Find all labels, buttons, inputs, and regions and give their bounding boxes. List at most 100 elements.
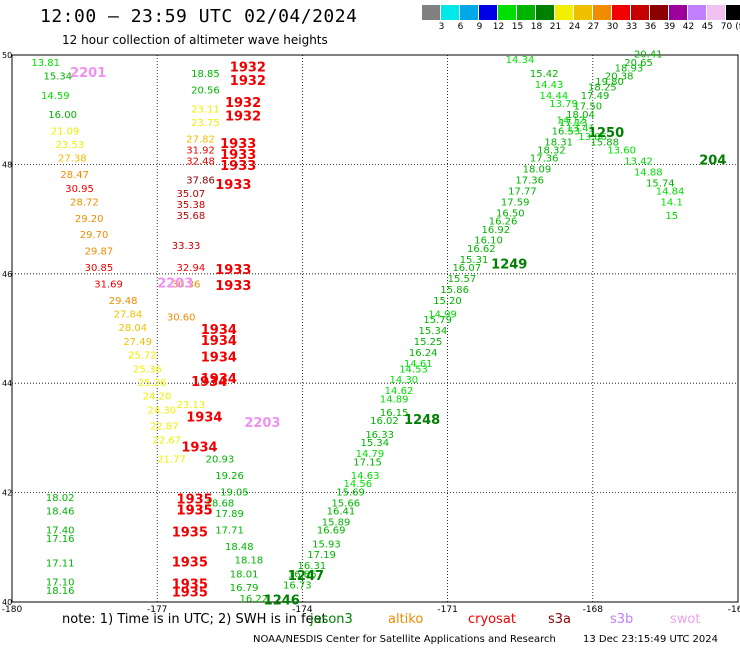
wave-height-value: 32.94 [177,263,206,274]
wave-height-value: 19.05 [220,487,249,498]
wave-height-value: 14.63 [351,471,380,482]
wave-height-value: 18.25 [588,83,617,94]
pass-time-label: 1932 [225,96,261,111]
colorbar-cell [726,5,740,20]
pass-time-label: 1933 [220,148,256,163]
x-tick-label: -168 [583,605,604,612]
wave-height-value: 18.68 [206,498,235,509]
wave-height-value: 16.31 [298,561,327,572]
colorbar-cell [688,5,707,20]
x-tick-label: -177 [147,605,167,612]
pass-time-label: 1933 [215,279,251,294]
legend-s3a: s3a [548,612,572,627]
wave-height-value: 16.92 [481,225,510,236]
colorbar-cell [631,5,650,20]
pass-time-label: 1932 [230,74,266,89]
wave-height-value: 31.92 [186,145,215,156]
x-tick-label: -180 [2,605,23,612]
wave-height-value: 19.26 [215,471,244,482]
pass-time-label: 2203 [244,416,280,431]
wave-height-value: 14.88 [634,167,663,178]
legend-jason3: jason3 [310,612,353,627]
wave-height-value: 15 [665,211,678,222]
wave-height-value: 17.50 [573,102,602,113]
wave-height-plot: -180 -177 -174 -171 -168 -165 40 42 44 46 48 50 13.8… [2,50,740,612]
page-title: 12:00 — 23:59 UTC 02/04/2024 [40,6,358,27]
wave-height-value: 13.79 [549,99,578,110]
wave-height-value: 16.15 [380,408,409,419]
colorbar-cell [669,5,688,20]
colorbar-cell [707,5,726,20]
wave-height-value: 23.11 [191,104,220,115]
pass-time-label: 1934 [201,323,237,338]
y-tick-label: 42 [2,489,12,498]
wave-height-value: 17.11 [46,558,75,569]
wave-height-value: 14.62 [385,386,414,397]
wave-height-value: 17.77 [508,186,537,197]
wave-height-value: 25.36 [133,364,162,375]
wave-height-value: 17.13 [559,118,588,129]
colorbar-label: 24 [568,22,581,32]
colorbar-cell [517,5,536,20]
wave-height-value: 23.53 [56,140,85,151]
colorbar-label: 12 [492,22,505,32]
wave-height-value: 35.38 [177,200,206,211]
wave-height-value: 32.48 [186,156,215,167]
wave-height-value: 14.56 [344,479,373,490]
wave-height-value: 13.86 [578,132,607,143]
wave-height-value: 13.81 [31,58,60,69]
wave-height-value: 16.24 [409,348,438,359]
wave-height-value: 14.30 [390,375,419,386]
pass-time-label: 1933 [215,178,251,193]
wave-height-value: 16.62 [467,244,496,255]
note-text: note: 1) Time is in UTC; 2) SWH is in fe… [62,612,327,627]
wave-height-value: 21.09 [51,126,80,137]
colorbar-label: 70 [720,22,733,32]
wave-height-value: 28.04 [118,323,147,334]
wave-height-value: 15.31 [460,255,489,266]
wave-height-value: 23.13 [177,400,206,411]
colorbar-label: 6 [457,22,464,32]
pass-time-label: 1935 [177,503,213,518]
wave-height-value: 24.20 [143,392,172,403]
pass-time-label: 1932 [225,110,261,125]
pass-time-label: 1934 [201,350,237,365]
wave-height-value: 28.72 [70,197,99,208]
colorbar-label: 18 [530,22,543,32]
wave-height-value: 15.69 [336,487,365,498]
wave-height-value: 13.60 [607,145,636,156]
wave-height-value: 27.82 [186,135,215,146]
wave-height-value: 16.86 [288,569,317,580]
wave-height-value: 16.26 [489,217,518,228]
wave-height-value: 15.57 [448,274,477,285]
footer-source: NOAA/NESDIS Center for Satellite Applica… [253,634,556,645]
page-subtitle: 12 hour collection of altimeter wave hei… [62,33,328,47]
x-tick-label: -171 [437,605,457,612]
wave-height-value: 17.71 [215,526,244,537]
wave-height-value: 17.89 [215,509,244,520]
colorbar-cell [612,5,631,20]
wave-height-value: 18.18 [235,556,264,567]
pass-time-label: 1247 [288,569,324,584]
wave-height-value: 14.53 [399,364,428,375]
colorbar-cell [593,5,612,20]
y-tick-label: 40 [2,598,12,607]
pass-time-label: 1935 [177,503,213,518]
pass-time-label: 1933 [220,137,256,152]
pass-time-label: 2201 [70,66,106,81]
wave-height-value: 23.75 [191,118,220,129]
pass-time-label: 1934 [201,334,237,349]
wave-height-value: 14.34 [506,55,535,66]
pass-time-label: 1248 [404,413,440,428]
footer-date: 13 Dec 23:15:49 UTC 2024 [583,634,718,645]
colorbar-cell [536,5,555,20]
wave-height-value: 16.07 [452,263,481,274]
wave-height-value: 22.67 [152,435,181,446]
x-tick-label: -165 [728,605,740,612]
wave-height-value: 35.07 [177,189,206,200]
pass-time-label: 1935 [177,493,213,508]
wave-height-value: 15.42 [530,69,559,80]
wave-height-value: 20.41 [634,50,663,61]
wave-height-value: 17.15 [353,457,382,468]
